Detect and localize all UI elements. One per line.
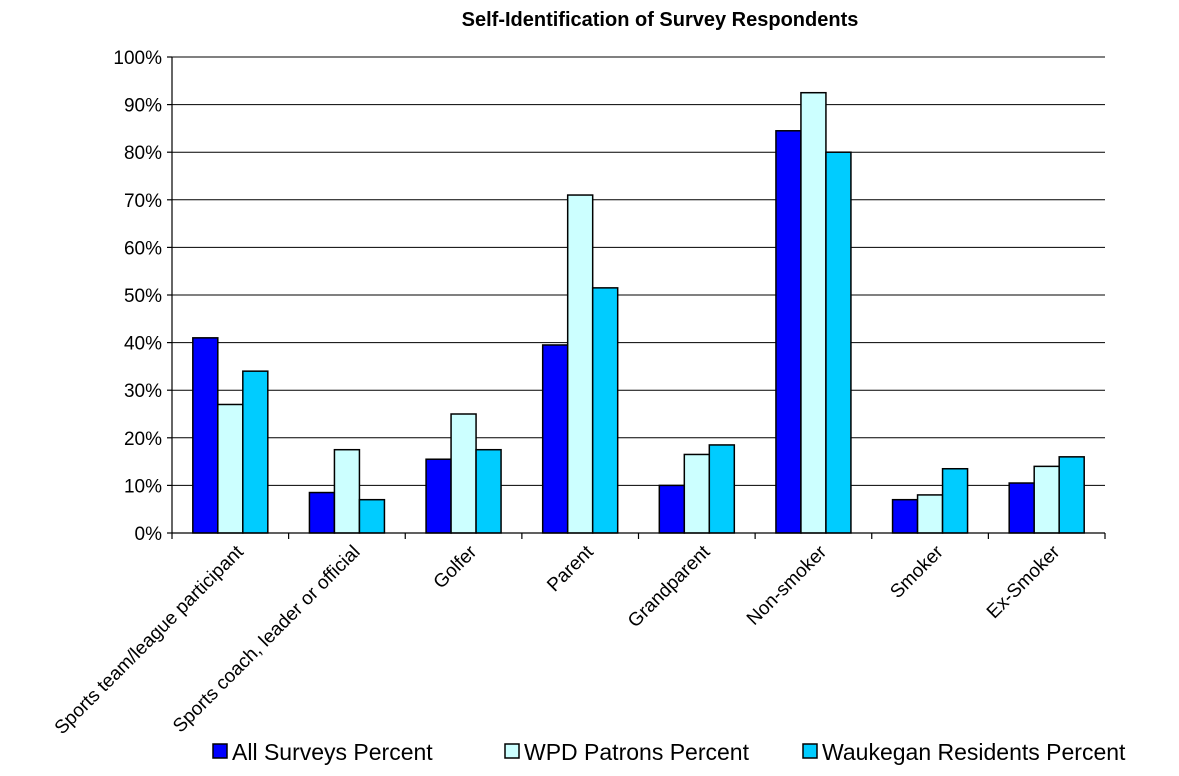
x-tick-label: Non-smoker	[743, 541, 831, 629]
legend: All Surveys Percent WPD Patrons Percent Wa…	[212, 739, 1126, 765]
x-tick-label: Golfer	[430, 541, 482, 593]
bar-2-1	[217, 403, 244, 534]
y-tick-label: 60%	[124, 238, 162, 259]
bar-3-5	[708, 444, 736, 534]
y-tick-label: 20%	[124, 429, 162, 450]
bar-1-6	[775, 130, 802, 534]
y-tick-label: 70%	[124, 191, 162, 212]
bar-3-7	[941, 467, 969, 534]
bar-3-2	[358, 498, 386, 534]
x-tick-label: Smoker	[886, 541, 948, 603]
y-tick-label: 50%	[124, 286, 162, 307]
bar-3-8	[1058, 456, 1085, 534]
legend-label-2: WPD Patrons Percent	[524, 739, 750, 765]
bar-2-2	[333, 448, 361, 534]
y-tick-label: 40%	[124, 334, 162, 355]
legend-swatch-1	[212, 743, 228, 759]
y-tick-label: 100%	[113, 48, 162, 69]
bar-2-6	[800, 91, 827, 534]
bar-2-5	[683, 453, 711, 534]
y-tick-label: 0%	[135, 524, 163, 545]
chart-title: Self-Identification of Survey Respondent…	[462, 9, 859, 31]
legend-swatch-3	[802, 743, 818, 759]
bar-1-2	[308, 491, 336, 534]
y-axis-tick-labels: 0% 10% 20% 30% 40% 50% 60% 70% 80% 90% 100%	[113, 48, 162, 545]
y-tick-label: 10%	[124, 476, 162, 497]
legend-label-1: All Surveys Percent	[232, 739, 433, 765]
y-tick-label: 30%	[124, 381, 162, 402]
bar-3-3	[475, 448, 502, 534]
x-tick-label: Grandparent	[624, 541, 715, 632]
bar-1-1	[192, 337, 219, 534]
x-tick-label: Ex-Smoker	[983, 541, 1065, 623]
x-tick-label: Parent	[543, 541, 598, 596]
bar-2-7	[916, 494, 944, 534]
axes	[167, 56, 1106, 539]
legend-swatch-2	[504, 743, 520, 759]
x-tick-label: Sports team/league participant	[51, 541, 249, 739]
bar-2-3	[450, 413, 477, 534]
gridlines	[172, 56, 1105, 486]
y-tick-label: 90%	[124, 96, 162, 117]
bars	[192, 91, 1085, 534]
bar-3-1	[242, 370, 269, 534]
bar-1-8	[1008, 482, 1035, 534]
x-tick-label: Sports coach, leader or official	[169, 542, 364, 737]
bar-3-6	[825, 151, 852, 534]
bar-1-5	[658, 484, 686, 534]
bar-1-7	[891, 498, 919, 534]
legend-label-3: Waukegan Residents Percent	[822, 739, 1126, 765]
bar-1-3	[425, 458, 452, 534]
bar-2-4	[566, 194, 594, 534]
bar-1-4	[541, 344, 569, 534]
bar-2-8	[1033, 465, 1060, 534]
bar-3-4	[591, 287, 619, 534]
y-tick-label: 80%	[124, 143, 162, 164]
